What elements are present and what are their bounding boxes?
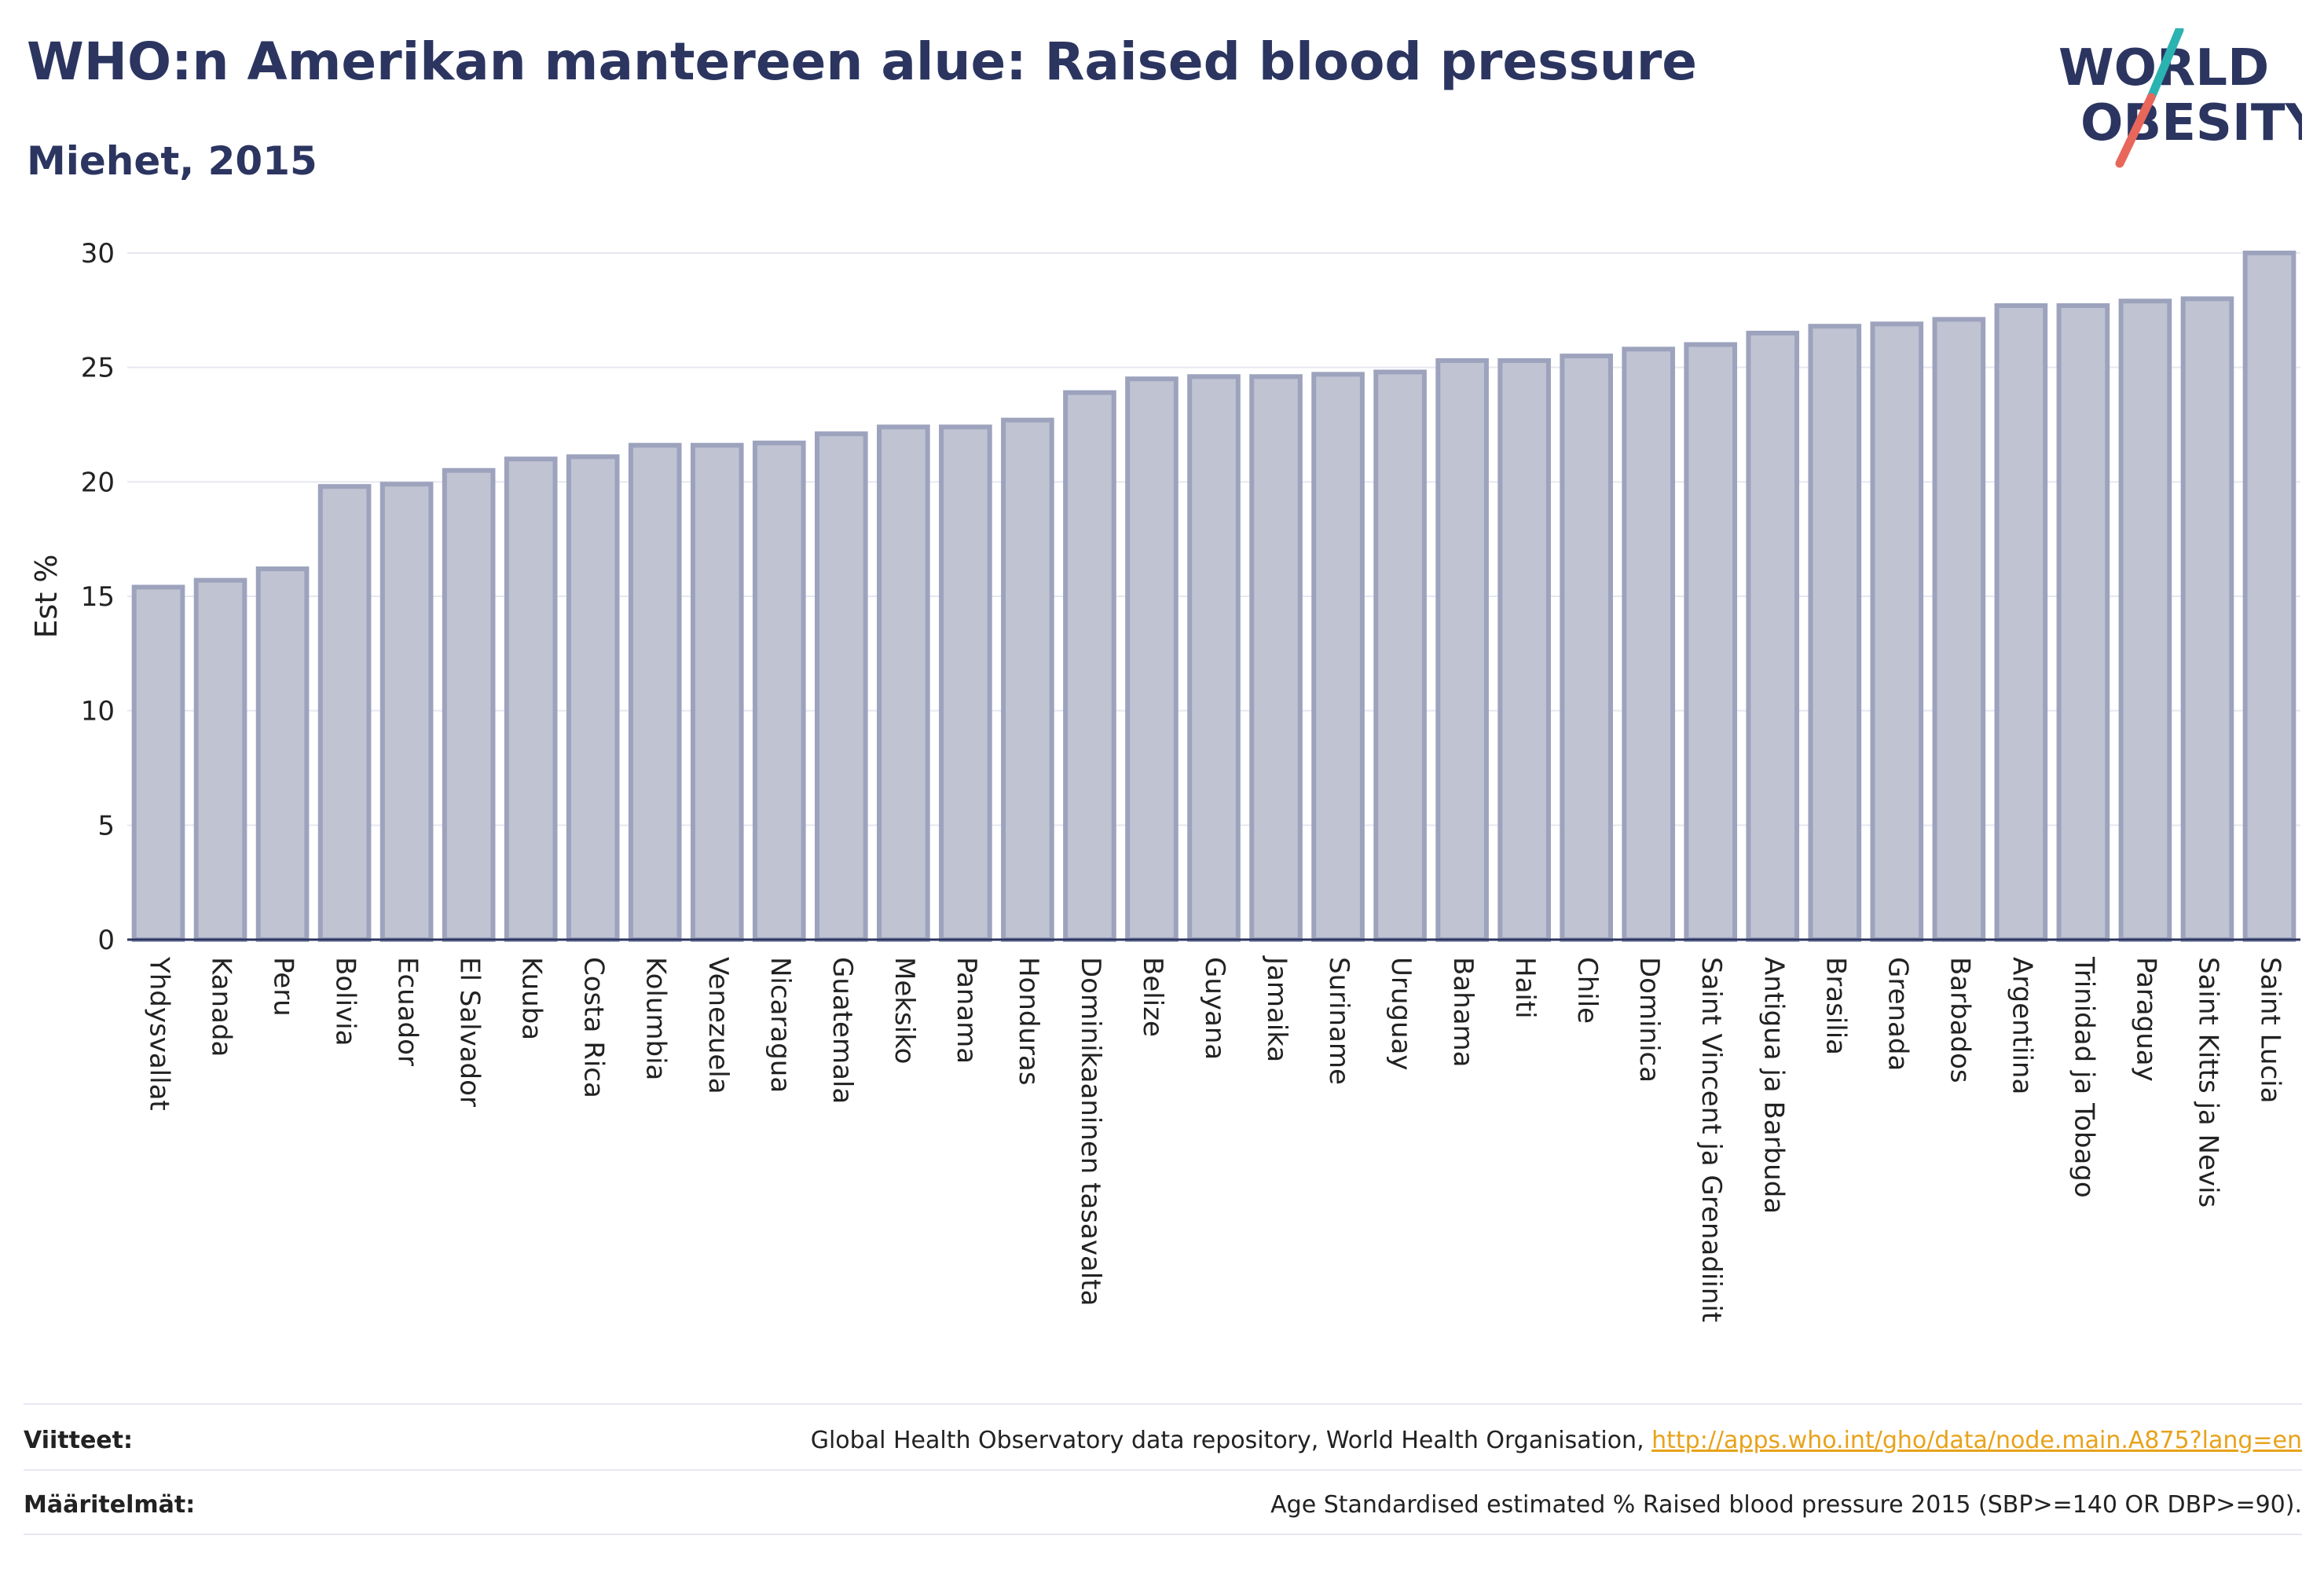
x-tick-label: Saint Vincent ja Grenadiinit <box>1695 957 1727 1322</box>
bar-brasilia <box>1808 324 1862 942</box>
bar-dominikaaninen-tasavalta <box>1063 390 1116 943</box>
x-tick-label: Bahama <box>1447 957 1479 1068</box>
x-tick-label: Ecuador <box>392 957 423 1066</box>
bar-costa-rica <box>566 454 620 942</box>
x-tick-label: El Salvador <box>454 957 486 1107</box>
bar-dominica <box>1622 346 1676 942</box>
x-tick-label: Kanada <box>206 957 237 1057</box>
chart-subtitle: Miehet, 2015 <box>27 138 317 184</box>
bar-nicaragua <box>752 440 806 942</box>
x-tick-label: Trinidad ja Tobago <box>2068 956 2099 1198</box>
x-tick-label: Grenada <box>1882 957 1913 1071</box>
chart-title: WHO:n Amerikan mantereen alue: Raised bl… <box>27 31 1698 92</box>
x-tick-label: Honduras <box>1013 957 1044 1086</box>
references-value: Global Health Observatory data repositor… <box>811 1427 2302 1454</box>
bar-chile <box>1560 354 1613 943</box>
y-tick-label: 15 <box>81 581 115 613</box>
x-tick-label: Paraguay <box>2130 957 2161 1082</box>
definitions-text: Age Standardised estimated % Raised bloo… <box>1270 1490 2302 1519</box>
bar-venezuela <box>690 442 744 942</box>
bar-belize <box>1125 376 1178 942</box>
x-tick-label: Haiti <box>1509 957 1541 1019</box>
x-tick-label: Guyana <box>1199 957 1230 1060</box>
x-tick-label: Jamaika <box>1261 955 1292 1062</box>
bar-bolivia <box>317 484 372 942</box>
bar-paraguay <box>2118 299 2172 942</box>
bar-bahama <box>1435 357 1489 942</box>
bar-saint-lucia <box>2242 251 2297 942</box>
bar-peru <box>255 566 310 942</box>
y-tick-label: 5 <box>97 810 115 841</box>
references-label: Viitteet: <box>24 1426 133 1454</box>
x-tick-label: Venezuela <box>702 957 734 1094</box>
x-tick-label: Nicaragua <box>764 957 796 1093</box>
footer-definitions-row: Määritelmät: Age Standardised estimated … <box>24 1472 2302 1537</box>
bar-chart: 0 5 10 15 20 25 30 Yhdysvallat Kanada Peru Bolivi… <box>29 238 2300 1322</box>
bar-ecuador <box>379 482 434 942</box>
bar-jamaika <box>1249 374 1303 942</box>
bar-guyana <box>1187 374 1241 942</box>
x-tick-label: Argentiina <box>2006 957 2037 1094</box>
references-text: Global Health Observatory data repositor… <box>810 1426 1652 1454</box>
bar-antigua-ja-barbuda <box>1746 330 1800 942</box>
x-tick-label: Bolivia <box>330 957 361 1046</box>
footer-divider-bottom <box>24 1534 2302 1535</box>
footer-divider-top <box>24 1403 2302 1405</box>
bar-kuuba <box>504 456 558 942</box>
bar-saint-vincent-ja-grenadiinit <box>1684 342 1738 942</box>
bar-grenada <box>1870 321 1924 942</box>
x-tick-label: Suriname <box>1323 957 1354 1085</box>
bar-kolumbia <box>628 442 682 942</box>
bar-kanada <box>193 577 247 943</box>
bar-trinidad-ja-tobago <box>2056 303 2110 942</box>
bar-el-salvador <box>442 467 496 942</box>
y-axis-label: Est % <box>29 555 64 639</box>
bar-uruguay <box>1373 369 1427 942</box>
bar-honduras <box>1001 417 1054 942</box>
x-tick-label: Guatemala <box>827 957 858 1104</box>
bar-guatemala <box>815 431 868 942</box>
y-tick-label: 25 <box>81 353 115 384</box>
x-tick-label: Meksiko <box>889 957 920 1064</box>
y-tick-label: 0 <box>97 925 115 956</box>
bar-suriname <box>1311 372 1365 942</box>
x-tick-label: Yhdysvallat <box>144 956 175 1111</box>
references-link[interactable]: http://apps.who.int/gho/data/node.main.A… <box>1651 1426 2302 1454</box>
bar-saint-kitts-ja-nevis <box>2180 296 2234 942</box>
y-tick-label: 30 <box>81 238 115 269</box>
x-tick-label: Dominikaaninen tasavalta <box>1075 957 1106 1306</box>
bar-meksiko <box>877 424 930 942</box>
bar-haiti <box>1497 357 1551 942</box>
bars <box>131 251 2297 943</box>
y-tick-label: 20 <box>81 467 115 498</box>
x-tick-label: Kuuba <box>516 957 548 1040</box>
x-tick-label: Belize <box>1137 957 1168 1037</box>
footer-references-row: Viitteet: Global Health Observatory data… <box>24 1408 2302 1472</box>
definitions-label: Määritelmät: <box>24 1490 196 1519</box>
logo-slash-coral <box>2115 93 2156 168</box>
footer-divider-middle <box>24 1469 2302 1471</box>
y-axis-ticks: 0 5 10 15 20 25 30 <box>81 238 115 956</box>
bar-argentiina <box>1994 303 2048 942</box>
bar-yhdysvallat <box>131 585 185 942</box>
bar-barbados <box>1932 317 1986 942</box>
world-obesity-logo: WORLD OBESITY <box>2058 28 2302 168</box>
x-tick-label: Uruguay <box>1385 957 1417 1071</box>
logo-slash-teal <box>2146 28 2184 102</box>
x-tick-label: Peru <box>268 957 299 1017</box>
x-tick-label: Brasilia <box>1820 957 1851 1055</box>
x-tick-label: Saint Lucia <box>2254 957 2286 1103</box>
x-tick-label: Panama <box>951 957 982 1064</box>
x-tick-label: Dominica <box>1633 957 1665 1083</box>
x-tick-label: Saint Kitts ja Nevis <box>2192 957 2223 1208</box>
x-tick-label: Costa Rica <box>578 957 610 1098</box>
y-tick-label: 10 <box>81 696 115 728</box>
x-tick-label: Kolumbia <box>640 957 672 1080</box>
x-tick-label: Antigua ja Barbuda <box>1758 957 1789 1214</box>
logo-text-obesity: OBESITY <box>2080 94 2302 152</box>
x-tick-label: Chile <box>1571 957 1603 1024</box>
x-axis-ticks: Yhdysvallat Kanada Peru Bolivia Ecuador El Sa… <box>144 955 2286 1322</box>
bar-panama <box>939 424 992 942</box>
x-tick-label: Barbados <box>1944 957 1975 1083</box>
